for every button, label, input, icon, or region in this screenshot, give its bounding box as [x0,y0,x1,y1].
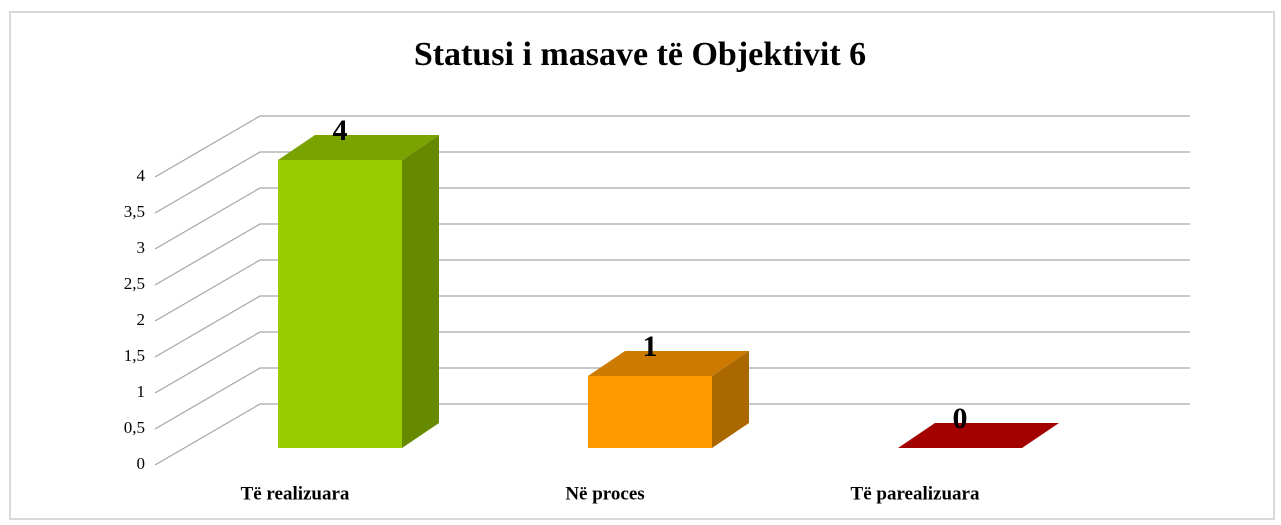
grid-line [154,115,1190,178]
x-tick-label: Të realizuara [241,483,350,504]
bar-top [278,135,439,160]
y-tick-label: 4 [137,166,146,185]
bar-side [712,351,749,448]
chart-title: Statusi i masave të Objektivit 6 [414,36,866,73]
grid-line [154,259,1190,322]
y-tick-label: 2 [137,310,146,329]
bar-side [402,135,439,448]
y-tick-label: 3,5 [124,202,145,221]
bar [588,376,712,448]
y-tick-label: 3 [137,238,146,257]
bar-top [588,351,749,376]
data-label: 1 [643,330,658,363]
bar [278,160,402,448]
y-tick-label: 0,5 [124,418,145,437]
y-tick-label: 1 [137,382,146,401]
grid-line [154,331,1190,394]
x-tick-label: Të parealizuara [851,483,980,504]
y-tick-label: 2,5 [124,274,145,293]
grid-line [154,151,1190,214]
y-tick-label: 0 [137,454,146,473]
y-tick-label: 1,5 [124,346,145,365]
grid-line [154,223,1190,286]
grid-line [154,187,1190,250]
bar-top [898,423,1059,448]
grid-line [154,367,1190,430]
grid-line [154,295,1190,358]
data-label: 4 [333,114,348,147]
grid-line [154,403,1190,466]
x-tick-label: Në proces [565,483,644,504]
data-label: 0 [953,402,968,435]
